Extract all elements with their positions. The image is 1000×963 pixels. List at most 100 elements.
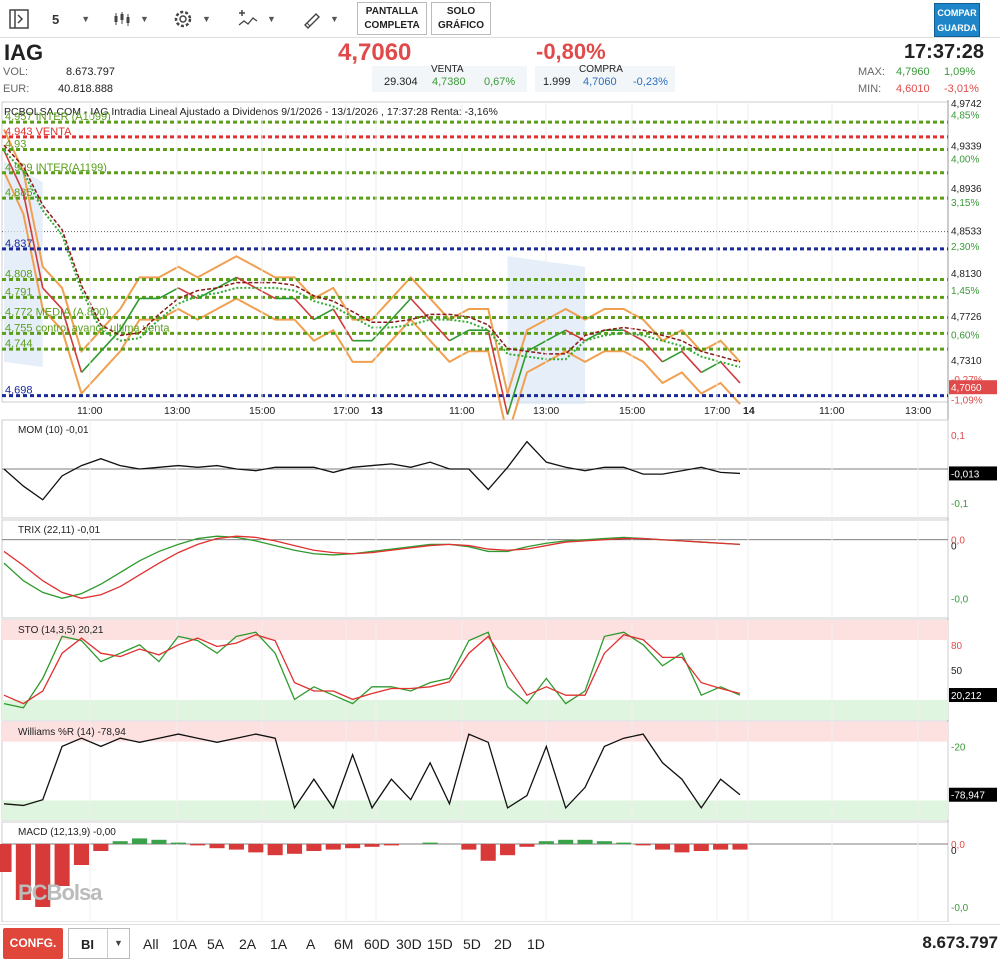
macd-histogram-bar [383,844,399,846]
range-button-a[interactable]: A [306,936,316,952]
chevron-down-icon: ▼ [81,14,91,24]
drawing-tools-button[interactable]: ▼ [302,6,339,32]
band-lower-line [3,171,741,440]
level-label: 4,744 [5,338,33,350]
macd-histogram-bar [35,844,51,907]
fullscreen-label-2: COMPLETA [364,20,420,31]
macd-histogram-bar [654,844,671,850]
range-button-2d[interactable]: 2D [494,936,512,952]
macd-histogram-bar [228,844,244,850]
mom-title: MOM (10) -0,01 [18,425,89,436]
range-button-6m[interactable]: 6M [334,936,354,952]
price-pct-tick: 0,60% [951,330,979,341]
buy-label: COMPRA [579,64,623,75]
x-tick-label: 11:00 [819,405,845,417]
eur-value: 40.818.888 [58,83,114,95]
indicators-icon [238,10,258,26]
base-select[interactable]: BI ▼ [68,928,130,959]
interval-select[interactable]: 5 ▼ [52,6,90,32]
min-pct: -3,01% [944,83,979,95]
price-segment [197,287,218,300]
price-y-tick: 4,7726 [951,312,982,323]
buy-price: 4,7060 [583,76,617,88]
macd-histogram-bar [538,841,554,844]
chart-type-select[interactable]: ▼ [112,6,149,32]
trix-line-2 [3,535,741,599]
price-y-tick: 4,8533 [951,227,982,238]
trix-line-1 [3,535,741,599]
price-segment [642,340,664,363]
level-label: 4,957 INTER (A1099) [5,111,111,123]
range-button-5a[interactable]: 5A [207,936,225,952]
price-segment [623,329,644,342]
price-segment [255,287,276,300]
indicators-button[interactable]: ▼ [237,6,276,32]
trix-panel-frame [1,519,949,619]
chart-only-button[interactable]: SOLO GRÁFICO [431,2,491,35]
sidebar-toggle-button[interactable] [8,6,30,32]
price-pct-tick: 4,85% [951,111,979,122]
x-tick-label: 17:00 [704,405,730,417]
macd-histogram-bar [558,839,574,844]
range-button-all[interactable]: All [143,936,159,952]
sell-pct: 0,67% [484,76,516,88]
price-y-tick: 4,9339 [951,141,982,152]
price-chart-title: PCBOLSA.COM - IAG Intradia Lineal Ajusta… [4,106,498,118]
last-price-tag-text: 4,7060 [951,383,982,394]
fullscreen-button[interactable]: PANTALLA COMPLETA [357,2,427,35]
sto-y-tick: 50 [951,666,963,677]
max-label: MAX: [858,66,885,78]
range-button-1a[interactable]: 1A [270,936,288,952]
range-button-2a[interactable]: 2A [239,936,257,952]
macd-histogram-bar [364,844,380,847]
macd-histogram-bar [190,844,206,846]
price-pct-tick: 4,00% [951,155,979,166]
x-tick-label: 13 [371,405,383,417]
williams-last-value-text: -78,947 [951,791,985,802]
level-label: 4,755 control avance ultima venta [5,322,170,334]
macd-histogram-bar [0,844,12,872]
stock-chart[interactable]: PCBOLSA.COM - IAG Intradia Lineal Ajusta… [0,100,1000,922]
macd-histogram-bar [112,841,128,844]
price-segment [429,319,451,342]
range-button-5d[interactable]: 5D [463,936,481,952]
price-segment [332,308,354,342]
compare-button[interactable]: COMPAR GUARDA [934,3,980,37]
price-segment [662,350,683,363]
level-label: 4,791 [5,286,33,298]
macd-histogram-bar [693,844,709,851]
buy-box [535,66,675,92]
range-button-15d[interactable]: 15D [427,936,453,952]
macd-panel-frame [1,821,949,922]
range-button-60d[interactable]: 60D [364,936,390,952]
eur-label: EUR: [3,83,30,95]
band-upper-line [3,129,741,398]
price-segment [720,361,741,384]
macd-histogram-bar [306,844,322,851]
sidebar-toggle-icon [9,9,29,29]
macd-histogram-bar [345,844,361,849]
range-button-30d[interactable]: 30D [396,936,422,952]
price-pct-tick: 3,15% [951,198,979,209]
price-pct-tick: -1,09% [951,395,983,406]
price-segment [506,351,528,415]
price-segment [371,319,392,342]
williams-oversold-zone [2,800,948,820]
price-segment [216,276,237,289]
x-tick-label: 14 [743,405,755,417]
macd-histogram-bar [616,842,632,844]
settings-button[interactable]: ▼ [172,6,211,32]
level-label: 4,909 INTER(A1199) [5,162,107,174]
range-button-1d[interactable]: 1D [527,936,545,952]
price-segment [390,297,412,321]
macd-histogram-bar [519,844,535,847]
macd-histogram-bar [93,844,109,851]
mom-y-tick: 0,1 [951,431,965,442]
moving-average-red [3,144,741,363]
config-button[interactable]: CONFG. [3,928,63,959]
chevron-down-icon: ▼ [140,14,149,24]
price-segment [526,340,547,352]
price-pct-tick: 1,45% [951,286,979,297]
price-segment [22,192,44,289]
range-button-10a[interactable]: 10A [172,936,197,952]
